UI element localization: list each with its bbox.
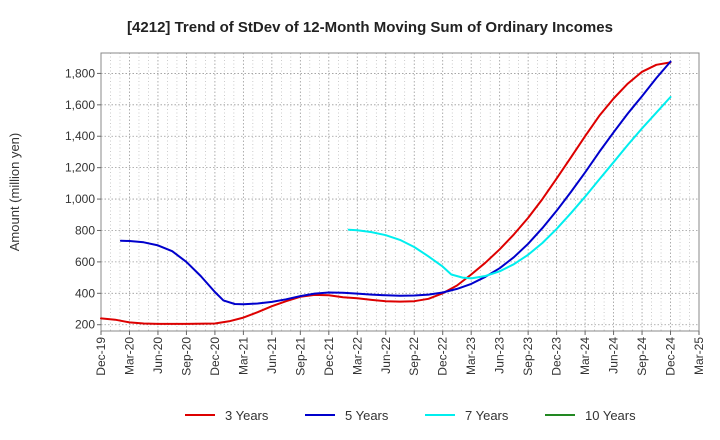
- y-tick-label: 800: [75, 223, 95, 237]
- y-tick-label: 1,400: [65, 129, 95, 143]
- y-tick-label: 1,200: [65, 161, 95, 175]
- legend-label-10-years: 10 Years: [585, 408, 636, 423]
- gridlines: [100, 53, 700, 331]
- legend-label-5-years: 5 Years: [345, 408, 389, 423]
- y-tick-label: 200: [75, 318, 95, 332]
- x-tick-label: Dec-20: [208, 337, 222, 376]
- legend: 3 Years 5 Years 7 Years 10 Years: [185, 408, 636, 423]
- x-tick-label: Sep-21: [293, 337, 307, 376]
- legend-label-7-years: 7 Years: [465, 408, 509, 423]
- x-tick-label: Jun-23: [493, 337, 507, 374]
- plot-area: [100, 52, 700, 332]
- x-tick-label: Sep-22: [407, 337, 421, 376]
- series-group: [100, 60, 672, 325]
- y-axis-label: Amount (million yen): [7, 133, 22, 252]
- x-tick-label: Mar-25: [692, 337, 706, 375]
- y-tick-label: 1,000: [65, 192, 95, 206]
- x-tick-label: Mar-21: [236, 337, 250, 375]
- x-tick-label: Dec-21: [322, 337, 336, 376]
- y-tick-label: 600: [75, 255, 95, 269]
- x-tick-label: Mar-23: [464, 337, 478, 375]
- x-tick-label: Dec-23: [550, 337, 564, 376]
- legend-label-3-years: 3 Years: [225, 408, 269, 423]
- x-tick-label: Dec-22: [436, 337, 450, 376]
- x-tick-label: Jun-24: [607, 337, 621, 374]
- y-tick-label: 1,800: [65, 66, 95, 80]
- x-tick-label: Dec-19: [94, 337, 108, 376]
- x-tick-label: Sep-24: [635, 337, 649, 376]
- x-axis-ticks: Dec-19 Mar-20 Jun-20 Sep-20 Dec-20 Mar-21 Jun-…: [94, 331, 706, 376]
- x-tick-label: Sep-23: [521, 337, 535, 376]
- x-tick-label: Jun-22: [379, 337, 393, 374]
- x-tick-label: Jun-21: [265, 337, 279, 374]
- y-axis-ticks: 200 400 600 800 1,000 1,200 1,400 1,600 1,800: [65, 66, 101, 332]
- y-tick-label: 1,600: [65, 98, 95, 112]
- x-tick-label: Mar-22: [350, 337, 364, 375]
- x-tick-label: Sep-20: [179, 337, 193, 376]
- y-tick-label: 400: [75, 286, 95, 300]
- series-line-3-years: [100, 61, 672, 325]
- x-tick-label: Mar-20: [122, 337, 136, 375]
- x-tick-label: Dec-24: [664, 337, 678, 376]
- x-tick-label: Mar-24: [578, 337, 592, 375]
- x-tick-label: Jun-20: [151, 337, 165, 374]
- series-line-5-years: [119, 60, 672, 306]
- series-line-7-years: [347, 96, 672, 280]
- chart-title: [4212] Trend of StDev of 12-Month Moving…: [127, 19, 613, 36]
